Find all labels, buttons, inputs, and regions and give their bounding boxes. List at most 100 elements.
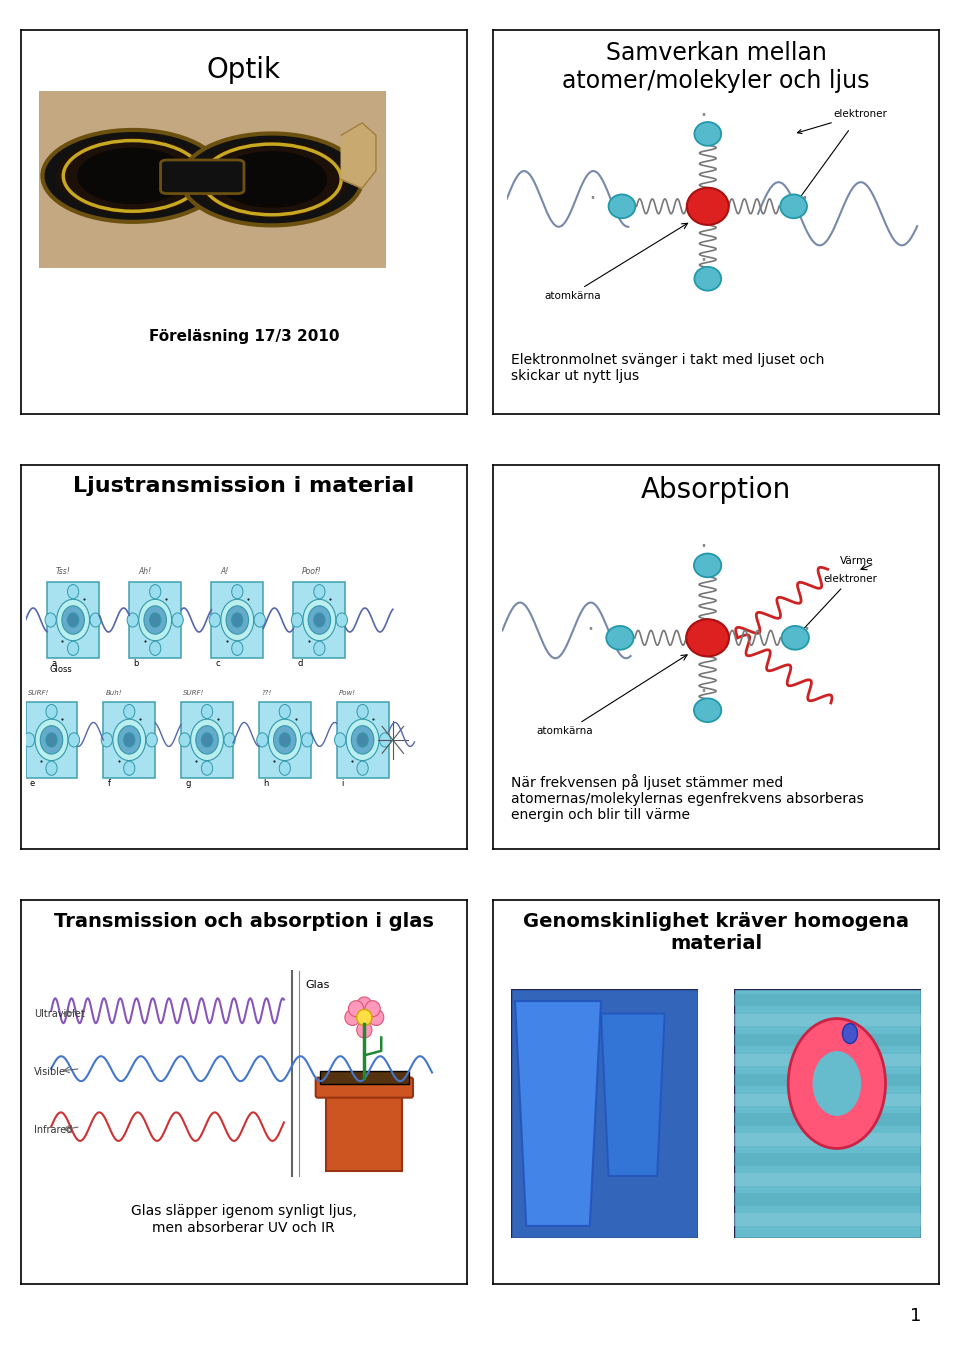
Circle shape <box>202 733 213 746</box>
Circle shape <box>314 585 325 599</box>
Circle shape <box>279 733 291 746</box>
Circle shape <box>113 720 146 760</box>
Circle shape <box>90 613 101 627</box>
Circle shape <box>146 733 157 746</box>
Circle shape <box>303 600 336 640</box>
Circle shape <box>607 625 634 650</box>
Circle shape <box>45 613 57 627</box>
Circle shape <box>365 1001 380 1017</box>
Text: b: b <box>133 659 139 668</box>
Circle shape <box>181 133 362 226</box>
Bar <box>734 1173 921 1186</box>
Circle shape <box>202 761 213 775</box>
Circle shape <box>345 1009 360 1025</box>
Circle shape <box>202 705 213 718</box>
Circle shape <box>357 1022 372 1038</box>
Text: Transmission och absorption i glas: Transmission och absorption i glas <box>54 912 434 931</box>
Circle shape <box>172 613 183 627</box>
Circle shape <box>609 195 636 218</box>
Text: Visible: Visible <box>35 1068 66 1077</box>
Circle shape <box>357 761 369 775</box>
Text: SURF!: SURF! <box>28 690 49 697</box>
Text: Samverkan mellan
atomer/molekyler och ljus: Samverkan mellan atomer/molekyler och lj… <box>563 42 870 93</box>
Text: d: d <box>298 659 303 668</box>
Text: '': '' <box>702 112 707 122</box>
Circle shape <box>46 761 57 775</box>
Circle shape <box>46 733 57 746</box>
Text: Optik: Optik <box>206 56 281 85</box>
Text: Föreläsning 17/3 2010: Föreläsning 17/3 2010 <box>149 330 339 344</box>
Circle shape <box>694 554 721 577</box>
Bar <box>734 1093 921 1106</box>
Circle shape <box>314 642 325 655</box>
Circle shape <box>40 726 62 755</box>
FancyBboxPatch shape <box>130 582 181 658</box>
Text: f: f <box>108 779 110 788</box>
Bar <box>734 1193 921 1206</box>
Text: e: e <box>30 779 36 788</box>
Bar <box>734 1053 921 1067</box>
Circle shape <box>68 733 80 746</box>
Circle shape <box>694 122 721 145</box>
Circle shape <box>279 761 291 775</box>
Circle shape <box>347 720 379 760</box>
Text: '': '' <box>701 689 707 698</box>
FancyBboxPatch shape <box>39 91 386 268</box>
Circle shape <box>351 726 373 755</box>
Circle shape <box>231 642 243 655</box>
FancyBboxPatch shape <box>26 702 78 777</box>
Circle shape <box>61 605 84 635</box>
Text: Glas: Glas <box>305 981 329 990</box>
Text: När frekvensen på ljuset stämmer med
atomernas/molekylernas egenfrekvens absorbe: När frekvensen på ljuset stämmer med ato… <box>512 773 864 822</box>
Circle shape <box>301 733 313 746</box>
Circle shape <box>179 733 190 746</box>
Polygon shape <box>601 1014 664 1176</box>
FancyBboxPatch shape <box>337 702 389 777</box>
Circle shape <box>196 726 218 755</box>
Text: i: i <box>341 779 344 788</box>
Text: '': '' <box>590 195 595 204</box>
Circle shape <box>256 733 268 746</box>
FancyBboxPatch shape <box>47 582 99 658</box>
Circle shape <box>379 733 391 746</box>
FancyBboxPatch shape <box>734 989 921 1239</box>
Circle shape <box>118 726 140 755</box>
Text: Värme: Värme <box>840 555 874 565</box>
Circle shape <box>127 613 138 627</box>
Circle shape <box>336 613 348 627</box>
Text: Gloss: Gloss <box>49 664 72 674</box>
Text: '': '' <box>804 627 809 636</box>
Bar <box>734 1073 921 1085</box>
Text: Poof!: Poof! <box>302 566 322 576</box>
Text: Absorption: Absorption <box>641 476 791 504</box>
Circle shape <box>812 1050 861 1116</box>
Text: 1: 1 <box>910 1307 922 1325</box>
Bar <box>734 1213 921 1225</box>
Circle shape <box>209 613 221 627</box>
Bar <box>734 1114 921 1126</box>
Circle shape <box>291 613 302 627</box>
Text: g: g <box>185 779 191 788</box>
FancyBboxPatch shape <box>512 989 698 1239</box>
Circle shape <box>334 733 346 746</box>
Circle shape <box>843 1024 857 1044</box>
Text: a: a <box>52 659 57 668</box>
Bar <box>734 1154 921 1166</box>
Circle shape <box>124 705 135 718</box>
Circle shape <box>216 151 327 207</box>
Circle shape <box>308 605 330 635</box>
Circle shape <box>781 625 809 650</box>
Circle shape <box>57 137 209 215</box>
Text: Ljustransmission i material: Ljustransmission i material <box>73 476 415 496</box>
FancyBboxPatch shape <box>294 582 346 658</box>
Polygon shape <box>341 122 376 188</box>
FancyBboxPatch shape <box>316 1077 413 1098</box>
Circle shape <box>226 605 249 635</box>
Circle shape <box>150 642 161 655</box>
Circle shape <box>224 733 235 746</box>
Circle shape <box>42 130 223 222</box>
Text: atomkärna: atomkärna <box>544 291 601 301</box>
Circle shape <box>369 1009 384 1025</box>
Text: Tss!: Tss! <box>56 566 71 576</box>
Text: c: c <box>216 659 220 668</box>
